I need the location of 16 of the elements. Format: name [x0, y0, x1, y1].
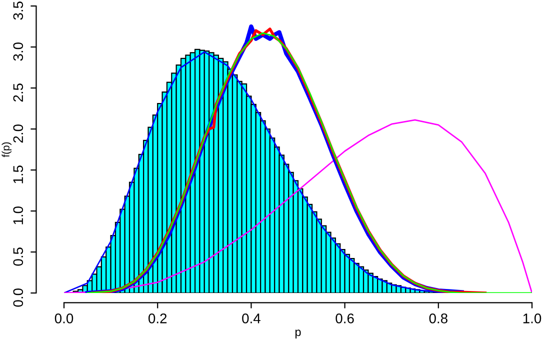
x-tick-label: 1.0 [523, 314, 542, 324]
y-tick-label: 3.0 [13, 42, 24, 61]
x-tick-label: 0.8 [429, 314, 448, 324]
x-tick-label: 0.4 [242, 314, 260, 324]
x-axis-title: p [295, 330, 301, 338]
x-tick-label: 0.0 [54, 314, 74, 324]
x-tick-label: 0.6 [336, 314, 354, 324]
y-tick-label: 1.5 [13, 166, 24, 184]
y-tick-label: 0.0 [13, 288, 24, 307]
x-tick-label: 0.2 [148, 314, 167, 324]
y-tick-label: 3.5 [13, 2, 24, 20]
y-tick-label: 1.0 [13, 206, 24, 224]
y-axis-title: f(p) [2, 142, 12, 158]
y-tick-label: 0.5 [13, 248, 24, 266]
y-tick-label: 2.0 [13, 124, 24, 143]
y-tick-label: 2.5 [13, 84, 24, 102]
